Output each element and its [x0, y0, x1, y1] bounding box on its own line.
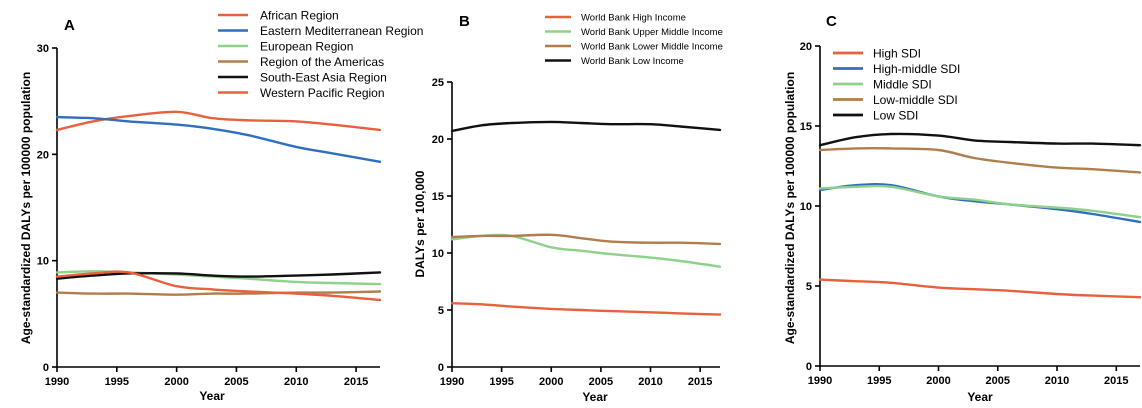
- x-tick-label: 2010: [284, 376, 308, 388]
- x-axis-title: Year: [967, 390, 993, 404]
- x-tick-label: 2000: [926, 375, 950, 387]
- legend-label: World Bank High Income: [581, 12, 686, 23]
- series-line: [55, 271, 382, 280]
- series-line: [55, 115, 382, 163]
- x-tick-label: 2005: [224, 376, 248, 388]
- x-tick-label: 1995: [867, 375, 891, 387]
- series-line: [450, 120, 722, 133]
- legend-label: World Bank Low Income: [581, 56, 684, 67]
- x-tick-label: 2010: [638, 376, 662, 388]
- legend-label: Middle SDI: [873, 77, 932, 91]
- series-line: [818, 182, 1142, 224]
- x-tick-label: 2005: [986, 375, 1010, 387]
- series-line: [450, 302, 722, 316]
- legend-label: African Region: [260, 8, 339, 22]
- x-tick-label: 2010: [1045, 375, 1069, 387]
- y-axis-title: Age-standardized DALYs per 100000 popula…: [19, 72, 33, 344]
- y-tick-label: 5: [806, 281, 812, 293]
- x-tick-label: 2000: [164, 376, 188, 388]
- legend-label: World Bank Lower Middle Income: [581, 41, 723, 52]
- x-tick-label: 2015: [688, 376, 712, 388]
- panel-letter: A: [64, 17, 75, 34]
- legend-label: Low-middle SDI: [873, 93, 958, 107]
- legend-label: European Region: [260, 39, 353, 53]
- y-tick-label: 10: [800, 201, 812, 213]
- x-tick-label: 1990: [45, 376, 69, 388]
- series-line: [818, 278, 1142, 299]
- y-tick-label: 15: [800, 121, 812, 133]
- x-axis-title: Year: [199, 389, 225, 403]
- series-line: [55, 270, 382, 302]
- y-tick-label: 0: [438, 362, 444, 374]
- x-axis-title: Year: [582, 390, 608, 404]
- panel-c: C 0 5 10 15 20 1990 1995 2000 2005 2010 2015 Year Age…: [783, 13, 1142, 404]
- y-tick-label: 5: [438, 305, 444, 317]
- series-line: [55, 290, 382, 296]
- legend-label: High SDI: [873, 46, 921, 60]
- x-tick-label: 1995: [105, 376, 129, 388]
- panel-letter: C: [826, 13, 837, 30]
- panel-a: A 0 10 20 30 1990 1995 2000 2005 2010 2015 Year Age-…: [19, 8, 423, 403]
- y-tick-label: 0: [806, 361, 812, 373]
- y-tick-label: 30: [37, 43, 49, 55]
- y-tick-label: 20: [37, 149, 49, 161]
- y-tick-label: 15: [432, 191, 444, 203]
- x-tick-label: 1995: [489, 376, 513, 388]
- series-line: [450, 233, 722, 246]
- legend-label: Low SDI: [873, 108, 918, 122]
- y-axis-title: Age-standardized DALYs per 100000 popula…: [783, 72, 797, 344]
- legend-label: South-East Asia Region: [260, 70, 387, 84]
- x-tick-label: 2005: [589, 376, 613, 388]
- y-tick-label: 10: [432, 248, 444, 260]
- y-tick-label: 0: [43, 362, 49, 374]
- series-line: [818, 132, 1142, 147]
- legend-label: Region of the Americas: [260, 55, 384, 69]
- x-tick-label: 1990: [440, 376, 464, 388]
- x-tick-label: 2000: [539, 376, 563, 388]
- y-tick-label: 20: [432, 134, 444, 146]
- legend-label: Western Pacific Region: [260, 86, 385, 100]
- y-tick-label: 10: [37, 256, 49, 268]
- series-line: [818, 146, 1142, 174]
- x-tick-label: 2015: [1104, 375, 1128, 387]
- panel-b: B 0 5 10 15 20 25 1990 1995 2000 2005 2010 2015 Year D…: [413, 12, 723, 404]
- y-tick-label: 20: [800, 41, 812, 53]
- legend-label: Eastern Mediterranean Region: [260, 24, 423, 38]
- series-line: [818, 184, 1142, 219]
- legend-label: High-middle SDI: [873, 62, 960, 76]
- panel-letter: B: [459, 13, 470, 30]
- series-line: [55, 110, 382, 132]
- y-tick-label: 25: [432, 77, 444, 89]
- y-axis-title: DALYs per 100,000: [413, 170, 427, 277]
- legend-label: World Bank Upper Middle Income: [581, 27, 723, 38]
- x-tick-label: 2015: [344, 376, 368, 388]
- x-tick-label: 1990: [808, 375, 832, 387]
